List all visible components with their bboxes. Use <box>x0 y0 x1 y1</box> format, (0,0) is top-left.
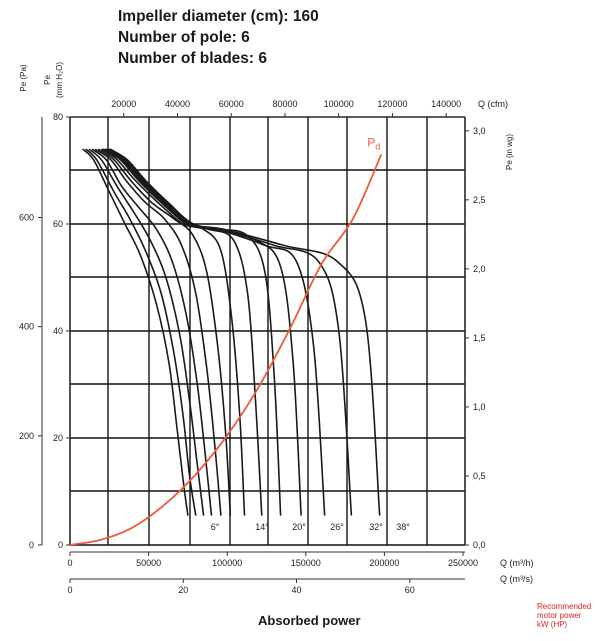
m3s-tick-label: 60 <box>405 585 415 595</box>
m3h-tick-label: 250000 <box>448 558 478 568</box>
blade-angle-label: 14° <box>255 522 269 532</box>
pa-tick-label: 200 <box>19 431 34 441</box>
pa-tick-label: 600 <box>19 212 34 222</box>
fan-curve-3 <box>88 148 205 516</box>
m3s-tick-label: 20 <box>178 585 188 595</box>
pd-label: Pd <box>367 135 380 151</box>
m3h-tick-label: 100000 <box>212 558 242 568</box>
fan-curve-13 <box>109 148 381 516</box>
inwg-tick-label: 1,0 <box>473 402 486 412</box>
impeller-diameter-label: Impeller diameter (cm): 160 <box>118 8 319 25</box>
inwg-tick-label: 0,5 <box>473 471 486 481</box>
pa-axis-label: Pe (Pa) <box>19 64 28 91</box>
m3h-tick-label: 0 <box>67 558 72 568</box>
m3h-axis-label: Q (m³/h) <box>500 558 534 568</box>
inwg-tick-label: 1,5 <box>473 333 486 343</box>
fan-curve-8 <box>102 148 263 516</box>
inwg-tick-label: 2,5 <box>473 195 486 205</box>
mm-tick-label: 20 <box>53 433 63 443</box>
recommended-motor-power-note: Recommended motor power kW (HP) <box>537 602 591 629</box>
m3h-tick-label: 50000 <box>136 558 161 568</box>
mm-tick-label: 0 <box>58 540 63 550</box>
blade-angle-label: 26° <box>330 522 344 532</box>
m3s-tick-label: 0 <box>67 585 72 595</box>
pd-curve <box>69 154 383 546</box>
cfm-tick-label: 20000 <box>111 99 136 109</box>
fan-curve-1 <box>82 148 189 516</box>
note-line-2: motor power <box>537 611 582 620</box>
number-of-pole-label: Number of pole: 6 <box>118 29 250 46</box>
cfm-tick-label: 140000 <box>431 99 461 109</box>
cfm-tick-label: 60000 <box>219 99 244 109</box>
blade-angle-label: 6° <box>211 522 220 532</box>
blade-angle-label: 38° <box>396 522 410 532</box>
inwg-axis-label: Pe (in wg) <box>505 134 514 170</box>
absorbed-power-label: Absorbed power <box>258 613 361 628</box>
cfm-tick-label: 120000 <box>377 99 407 109</box>
fan-curve-2 <box>85 148 197 516</box>
fan-curve-9 <box>104 148 282 516</box>
number-of-blades-label: Number of blades: 6 <box>118 50 267 67</box>
note-line-1: Recommended <box>537 602 592 611</box>
note-line-3: kW (HP) <box>537 620 568 629</box>
cfm-axis-label: Q (cfm) <box>478 99 508 109</box>
mm-tick-label: 60 <box>53 219 63 229</box>
pa-tick-label: 400 <box>19 322 34 332</box>
cfm-tick-label: 80000 <box>272 99 297 109</box>
fan-curve-4 <box>91 148 213 516</box>
m3h-tick-label: 200000 <box>369 558 399 568</box>
mm-axis-label-line1: Pe <box>43 75 52 85</box>
mm-tick-label: 40 <box>53 326 63 336</box>
inwg-tick-label: 2,0 <box>473 264 486 274</box>
inwg-tick-label: 3,0 <box>473 126 486 136</box>
fan-curve-5 <box>94 148 222 516</box>
mm-axis-label-line2: (mm H₂O) <box>55 62 64 98</box>
cfm-tick-label: 100000 <box>324 99 354 109</box>
cfm-tick-label: 40000 <box>165 99 190 109</box>
blade-angle-label: 20° <box>292 522 306 532</box>
inwg-tick-label: 0,0 <box>473 540 486 550</box>
fan-curve-7 <box>100 148 246 516</box>
pa-tick-label: 0 <box>29 540 34 550</box>
m3s-tick-label: 40 <box>292 585 302 595</box>
mm-tick-label: 80 <box>53 112 63 122</box>
blade-angle-label: 32° <box>369 522 383 532</box>
m3h-tick-label: 150000 <box>291 558 321 568</box>
fan-curve-6 <box>97 148 232 516</box>
m3s-axis-label: Q (m³/s) <box>500 574 533 584</box>
